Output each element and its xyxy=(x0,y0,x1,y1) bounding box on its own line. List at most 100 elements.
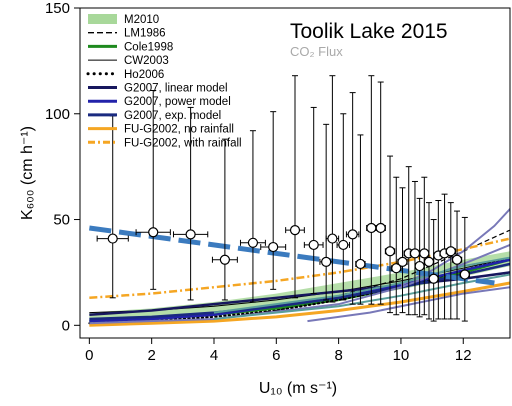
x-tick-label-8: 8 xyxy=(334,347,342,364)
point-marker xyxy=(338,239,349,251)
series-layer xyxy=(88,75,510,327)
x-tick-label-10: 10 xyxy=(393,347,410,364)
point-marker xyxy=(384,246,396,257)
x-tick-label-6: 6 xyxy=(272,347,280,364)
y-tick-label-0: 0 xyxy=(62,317,70,334)
data-point-17 xyxy=(391,176,402,316)
point-marker xyxy=(247,237,259,248)
data-point-8 xyxy=(303,106,324,295)
point-marker xyxy=(107,233,118,244)
data-point-1 xyxy=(96,115,129,299)
data-point-2 xyxy=(135,90,171,290)
legend-label: G2007, power model xyxy=(124,96,231,108)
data-point-10 xyxy=(325,75,340,303)
point-marker xyxy=(459,269,470,280)
data-point-16 xyxy=(384,155,396,314)
series-band-m2010 xyxy=(89,251,510,322)
data-point-9 xyxy=(319,123,333,301)
data-point-28 xyxy=(451,210,463,320)
legend-item-g2007-linear-model: G2007, linear model xyxy=(88,83,228,95)
series-line-teal-upper xyxy=(213,256,510,314)
series-line-fu-g2002-no-rainfall xyxy=(89,281,510,327)
legend-label: G2007, exp. model xyxy=(124,110,221,122)
data-point-5 xyxy=(239,130,266,303)
point-marker xyxy=(428,273,439,284)
point-marker xyxy=(375,222,386,234)
point-marker xyxy=(414,260,425,272)
legend-label: Ho2006 xyxy=(124,69,164,81)
point-marker xyxy=(347,229,358,240)
point-marker xyxy=(445,246,456,257)
data-point-25 xyxy=(433,200,444,320)
legend-item-g2007-power-model: G2007, power model xyxy=(88,96,231,108)
data-point-26 xyxy=(439,193,450,320)
legend-label: FU-G2002, no rainfall xyxy=(124,124,234,136)
series-line-fu-g2002-with-rainfall xyxy=(89,237,510,300)
data-point-12 xyxy=(345,92,360,305)
series-line-fit xyxy=(89,225,495,286)
data-point-27 xyxy=(445,202,456,320)
x-tick-label-0: 0 xyxy=(85,347,93,364)
point-marker xyxy=(409,248,421,259)
series-line-purple-mid xyxy=(89,243,510,325)
legend-item-fu-g2002-with-rainfall: FU-G2002, with rainfall xyxy=(88,137,242,149)
legend-item-ho2006: Ho2006 xyxy=(86,69,164,81)
point-marker xyxy=(327,233,338,244)
data-point-4 xyxy=(211,138,238,301)
point-marker xyxy=(185,229,196,240)
chart-subtitle: CO₂ Flux xyxy=(290,44,343,59)
point-marker xyxy=(397,256,408,267)
legend-label: Cole1998 xyxy=(124,41,173,53)
point-marker xyxy=(423,256,435,267)
y-tick-label-100: 100 xyxy=(45,106,70,123)
data-point-18 xyxy=(397,187,408,314)
series-line-lm1986 xyxy=(89,229,510,324)
legend-label: FU-G2002, with rainfall xyxy=(124,137,242,149)
point-marker xyxy=(366,222,377,234)
point-marker xyxy=(391,263,402,274)
data-point-15 xyxy=(375,81,386,305)
series-line-purple-low xyxy=(307,286,510,323)
data-point-7 xyxy=(285,75,305,299)
axes: 0 2 4 6 8 10 12 0 50 100 150 xyxy=(45,0,511,364)
data-point-13 xyxy=(355,134,366,305)
point-marker xyxy=(308,239,319,251)
legend-label: CW2003 xyxy=(124,55,169,67)
point-marker xyxy=(148,227,159,238)
y-tick-label-50: 50 xyxy=(53,212,70,229)
legend-item-cw2003: CW2003 xyxy=(88,55,169,67)
x-tick-label-12: 12 xyxy=(455,347,472,364)
point-marker xyxy=(321,256,332,267)
chart-title: Toolik Lake 2015 xyxy=(290,20,448,43)
x-axis-title: U₁₀ (m s⁻¹) xyxy=(259,380,337,397)
point-marker xyxy=(451,254,463,265)
x-tick-label-4: 4 xyxy=(210,347,218,364)
y-axis-title: K₆₀₀ (cm h⁻¹) xyxy=(19,126,36,220)
plot-frame xyxy=(79,7,511,339)
legend-item-lm1986: LM1986 xyxy=(88,28,166,40)
data-point-3 xyxy=(172,106,209,301)
y-tick-label-150: 150 xyxy=(45,0,70,17)
data-point-20 xyxy=(409,180,421,316)
x-tick-label-2: 2 xyxy=(147,347,155,364)
point-marker xyxy=(289,225,301,236)
data-point-29 xyxy=(459,216,470,322)
point-marker xyxy=(355,258,366,270)
legend-item-m2010: M2010 xyxy=(88,14,159,26)
point-marker xyxy=(268,241,279,253)
legend-item-fu-g2002-no-rainfall: FU-G2002, no rainfall xyxy=(88,124,234,136)
legend-item-cole1998: Cole1998 xyxy=(88,41,173,53)
data-point-14 xyxy=(366,75,377,305)
point-marker xyxy=(419,248,430,259)
data-point-6 xyxy=(260,111,287,290)
legend-label: G2007, linear model xyxy=(124,83,228,95)
data-point-22 xyxy=(419,176,430,316)
data-point-11 xyxy=(336,113,351,301)
point-marker xyxy=(219,254,230,265)
legend-label: LM1986 xyxy=(124,28,166,40)
legend-swatch xyxy=(88,14,117,24)
legend-item-g2007-exp-model: G2007, exp. model xyxy=(88,110,221,122)
legend-label: M2010 xyxy=(124,14,159,26)
